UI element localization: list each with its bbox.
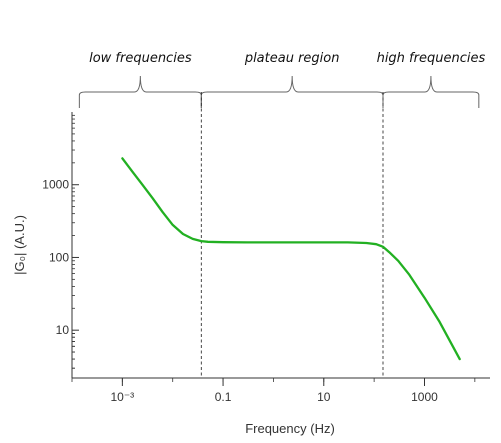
region-labels: low frequencies plateau region high freque… (89, 51, 485, 66)
region-dividers (200, 92, 384, 378)
region-brace (200, 75, 384, 108)
region-label: plateau region (244, 51, 340, 66)
y-ticks: 10 100 1000 (42, 114, 79, 369)
x-axis-title: Frequency (Hz) (245, 421, 335, 436)
region-brace (78, 75, 202, 108)
region-braces (78, 75, 480, 108)
region-label: high frequencies (377, 51, 486, 66)
x-tick-label: 10⁻³ (111, 390, 135, 404)
x-ticks: 10⁻³ 0.1 10 1000 (71, 378, 476, 404)
y-tick-label: 100 (49, 250, 69, 264)
y-tick-label: 10 (56, 323, 70, 337)
x-tick-label: 0.1 (215, 390, 232, 404)
y-tick-label: 1000 (42, 178, 69, 192)
region-label: low frequencies (89, 51, 192, 66)
axes (71, 112, 490, 379)
x-tick-label: 1000 (411, 390, 438, 404)
y-axis-title: |G₀| (A.U.) (12, 215, 27, 275)
series-line (121, 157, 461, 361)
x-tick-label: 10 (317, 390, 331, 404)
region-brace (382, 75, 480, 108)
